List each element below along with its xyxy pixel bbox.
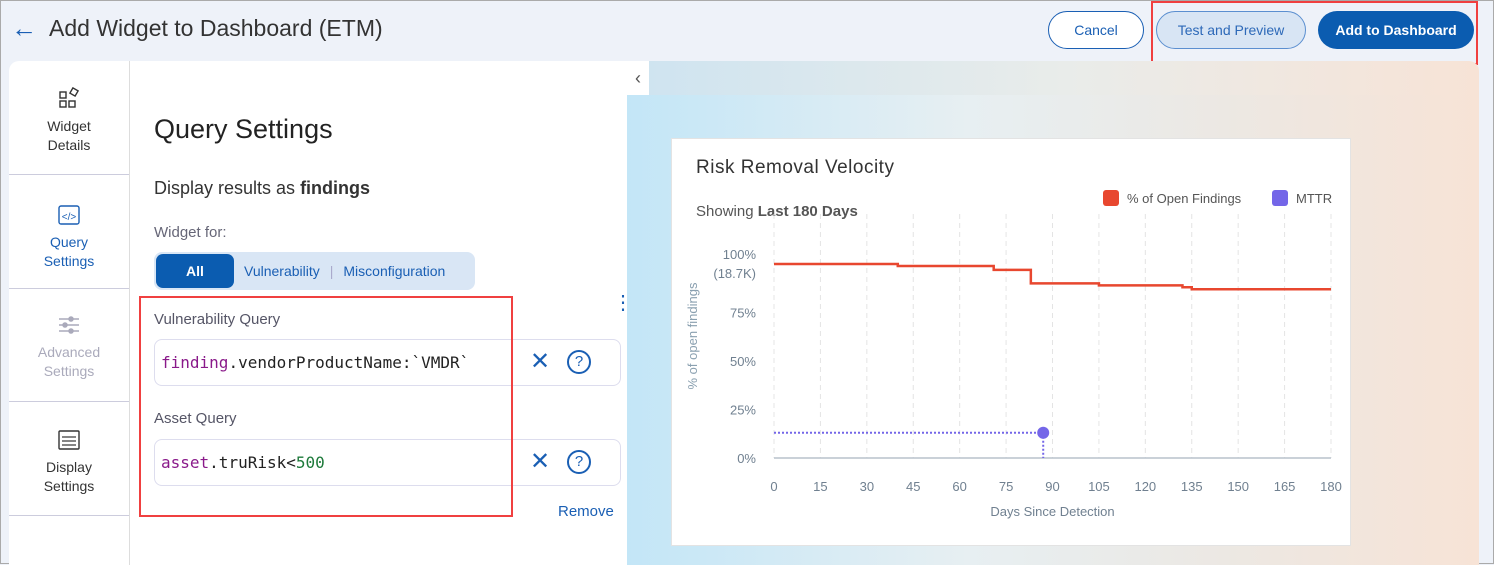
settings-sidebar: Widget Details </> Query Settings Advanced… [9,61,130,565]
sidebar-item-display-settings[interactable]: Display Settings [9,402,129,516]
x-tick-label: 45 [906,479,920,494]
test-and-preview-button[interactable]: Test and Preview [1156,11,1306,49]
legend-item-mttr[interactable]: MTTR [1272,190,1332,206]
widget-for-segmented-control: All Vulnerability | Misconfiguration [154,252,475,290]
remove-link[interactable]: Remove [558,503,614,520]
y-tick-label: 25% [730,403,756,418]
svg-text:</>: </> [62,212,77,223]
y-tick-label: 100% [723,247,757,262]
sidebar-label: Query [49,234,89,250]
y-axis-label: % of open findings [685,282,700,389]
cancel-button[interactable]: Cancel [1048,11,1144,49]
y-tick-sublabel: (18.7K) [713,266,756,281]
sidebar-item-advanced-settings[interactable]: Advanced Settings [9,289,129,402]
x-tick-label: 0 [770,479,777,494]
open-findings-line [774,262,1331,291]
sidebar-label: Advanced [37,344,101,360]
sidebar-label: Settings [43,363,95,379]
y-tick-label: 50% [730,354,756,369]
settings-panel [9,61,649,565]
x-tick-label: 15 [813,479,827,494]
sidebar-label: Settings [43,478,95,494]
segment-misconfiguration[interactable]: Misconfiguration [343,263,446,279]
x-tick-label: 135 [1181,479,1203,494]
x-tick-label: 30 [860,479,874,494]
vulnerability-query-input[interactable]: finding.vendorProductName:`VMDR` [154,339,621,386]
code-icon: </> [58,205,80,225]
add-to-dashboard-button[interactable]: Add to Dashboard [1318,11,1474,49]
legend-label: MTTR [1296,190,1333,206]
y-tick-label: 0% [737,451,756,466]
query-text: .truRisk< [209,453,296,472]
sidebar-item-widget-details[interactable]: Widget Details [9,61,129,175]
query-keyword: finding [161,353,229,372]
display-settings-icon [58,430,80,450]
help-icon[interactable]: ? [567,350,591,374]
x-tick-label: 60 [952,479,966,494]
sidebar-label: Widget [47,118,91,134]
highlight-box-queries [139,296,513,517]
widget-for-label: Widget for: [154,224,227,241]
x-tick-label: 180 [1320,479,1342,494]
x-axis-label: Days Since Detection [990,504,1114,519]
subtitle-prefix: Showing [696,203,758,220]
x-tick-label: 150 [1227,479,1249,494]
mttr-point [1037,426,1050,439]
widget-shapes-icon [59,87,80,108]
legend-swatch [1272,190,1288,206]
x-tick-label: 165 [1274,479,1296,494]
sliders-icon [59,316,79,334]
clear-icon[interactable]: ✕ [530,348,551,375]
legend-item-open-findings[interactable]: % of Open Findings [1103,190,1241,206]
legend-swatch [1103,190,1119,206]
segment-divider: | [329,263,334,279]
x-tick-label: 120 [1134,479,1156,494]
segment-all[interactable]: All [156,254,234,288]
x-tick-label: 75 [999,479,1013,494]
display-results-text: Display results as findings [154,178,370,199]
query-number: 500 [295,453,325,472]
help-icon[interactable]: ? [567,450,591,474]
sidebar-label: Display [46,459,92,475]
vulnerability-query-label: Vulnerability Query [154,311,281,328]
chart-title: Risk Removal Velocity [696,157,895,178]
x-tick-label: 90 [1045,479,1059,494]
y-tick-label: 75% [730,306,756,321]
display-as-label: Display results as [154,178,301,198]
sidebar-label: Settings [43,253,95,269]
back-arrow-icon[interactable]: ← [11,13,37,43]
subtitle-range: Last 180 Days [757,203,858,220]
sidebar-item-query-settings[interactable]: </> Query Settings [9,175,129,289]
asset-query-label: Asset Query [154,410,237,427]
x-tick-label: 105 [1088,479,1110,494]
asset-query-input[interactable]: asset.truRisk<500 [154,439,621,486]
display-as-value: findings [300,178,371,198]
page-title: Add Widget to Dashboard (ETM) [49,15,383,41]
section-title: Query Settings [154,114,333,144]
query-keyword: asset [161,453,210,472]
segment-vulnerability[interactable]: Vulnerability [244,263,320,279]
chart-subtitle: Showing Last 180 Days [696,203,858,220]
legend-label: % of Open Findings [1127,190,1242,206]
clear-icon[interactable]: ✕ [530,448,551,475]
sidebar-label: Details [47,137,91,153]
collapse-panel-chevron-icon[interactable]: ‹ [627,63,649,95]
preview-area-top [649,61,1479,95]
query-text: .vendorProductName:`VMDR` [228,353,470,372]
